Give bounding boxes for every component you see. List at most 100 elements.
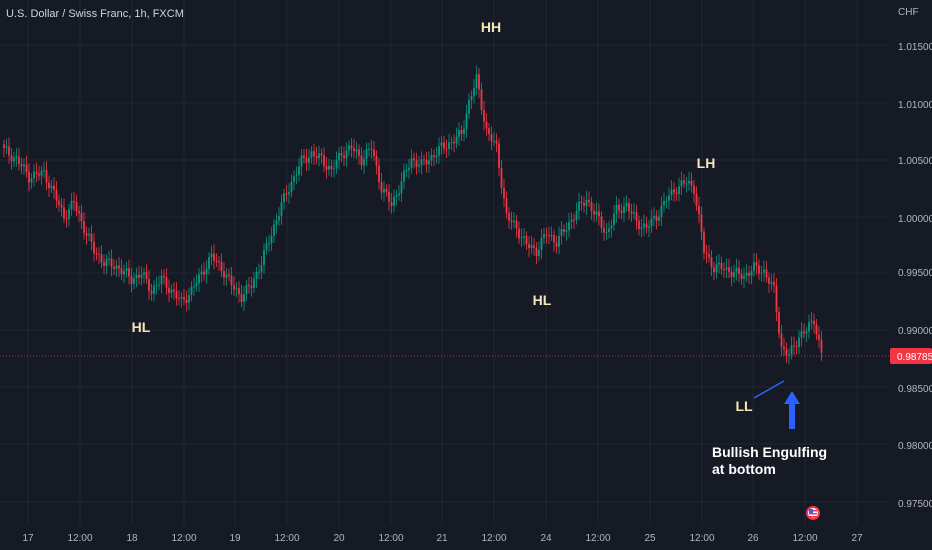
candle-bearish xyxy=(60,204,63,208)
candle-bullish xyxy=(308,157,310,163)
price-axis[interactable]: CHF 1.01500 1.01000 1.00500 1.00000 0.99… xyxy=(898,7,932,510)
candle-bearish xyxy=(165,277,168,288)
candle-bullish xyxy=(575,210,578,220)
candle-bearish xyxy=(593,210,595,215)
candle-bullish xyxy=(193,286,195,288)
candle-bearish xyxy=(413,158,415,161)
candle-bullish xyxy=(665,200,668,202)
candle-bullish xyxy=(438,146,440,156)
candle-bullish xyxy=(530,245,533,249)
candle-bearish xyxy=(370,148,373,150)
candle-bullish xyxy=(115,265,118,269)
flag-icon[interactable] xyxy=(806,506,820,520)
candle-bearish xyxy=(138,274,140,278)
candle-bearish xyxy=(795,346,798,348)
candle-bullish xyxy=(195,283,198,287)
label-lh[interactable]: LH xyxy=(697,155,716,171)
candle-bullish xyxy=(735,267,738,273)
candle-bullish xyxy=(680,180,683,187)
price-tick: 1.00000 xyxy=(898,214,932,225)
candle-bearish xyxy=(590,202,593,211)
candle-bearish xyxy=(673,189,675,193)
candle-bullish xyxy=(788,354,790,356)
candle-bearish xyxy=(505,198,508,214)
candle-bearish xyxy=(555,242,558,247)
candle-bullish xyxy=(355,149,358,152)
candle-bearish xyxy=(103,262,105,266)
label-hh[interactable]: HH xyxy=(481,19,501,35)
candle-bullish xyxy=(473,87,475,97)
candle-bearish xyxy=(695,193,698,206)
candle-bearish xyxy=(55,189,58,201)
candle-bearish xyxy=(545,234,548,236)
candle-bullish xyxy=(278,215,280,221)
candle-bearish xyxy=(150,290,153,294)
candle-bearish xyxy=(803,331,805,334)
candle-bearish xyxy=(360,155,363,166)
candle-bullish xyxy=(760,272,763,274)
candle-bearish xyxy=(163,275,165,278)
candle-bullish xyxy=(383,188,385,193)
up-arrow-icon[interactable] xyxy=(784,391,800,429)
candle-bearish xyxy=(250,285,253,288)
candle-bullish xyxy=(560,229,563,236)
candle-bearish xyxy=(63,207,65,219)
candle-bullish xyxy=(585,199,588,206)
time-tick: 12:00 xyxy=(689,533,714,544)
candle-bearish xyxy=(768,277,770,284)
price-tick: 0.99500 xyxy=(898,268,932,279)
candle-bullish xyxy=(725,267,728,270)
symbol-title[interactable]: U.S. Dollar / Swiss Franc, 1h, FXCM xyxy=(6,8,184,20)
time-tick: 24 xyxy=(540,533,552,544)
candle-bullish xyxy=(198,274,200,284)
candle-bearish xyxy=(380,182,383,193)
candle-bearish xyxy=(203,271,205,275)
candle-bullish xyxy=(300,155,303,167)
candle-bullish xyxy=(255,272,258,279)
candle-bearish xyxy=(120,268,123,275)
candle-bearish xyxy=(215,260,218,262)
candle-bullish xyxy=(688,180,690,184)
candle-bullish xyxy=(430,155,433,161)
candle-bearish xyxy=(510,220,513,222)
candle-bullish xyxy=(395,195,398,197)
candle-bullish xyxy=(715,264,718,273)
candle-bullish xyxy=(678,186,680,194)
candle-bearish xyxy=(83,221,85,234)
candle-bullish xyxy=(440,142,443,147)
candle-bullish xyxy=(283,193,285,203)
candle-bearish xyxy=(45,170,48,183)
label-hl-2[interactable]: HL xyxy=(533,292,552,308)
candle-bearish xyxy=(698,205,700,215)
time-axis[interactable]: 17 12:00 18 12:00 19 12:00 20 12:00 21 1… xyxy=(22,533,863,544)
candle-bearish xyxy=(390,201,393,206)
candle-bullish xyxy=(23,164,25,167)
time-tick: 12:00 xyxy=(792,533,817,544)
candle-bullish xyxy=(258,271,260,273)
candle-bullish xyxy=(235,288,238,290)
candle-bearish xyxy=(758,265,760,274)
note-text-line-1[interactable]: Bullish Engulfing xyxy=(712,444,827,460)
candle-bearish xyxy=(535,247,538,256)
label-hl-1[interactable]: HL xyxy=(132,319,151,335)
time-tick: 25 xyxy=(644,533,656,544)
candle-bearish xyxy=(628,203,630,212)
candle-bullish xyxy=(280,202,283,216)
price-tick: 0.98000 xyxy=(898,441,932,452)
candle-bearish xyxy=(495,140,498,144)
candle-bullish xyxy=(288,192,290,195)
candle-bearish xyxy=(20,164,23,167)
time-tick: 17 xyxy=(22,533,34,544)
candle-bearish xyxy=(38,173,40,176)
candle-bearish xyxy=(815,324,818,335)
candle-bearish xyxy=(738,267,740,275)
note-text-line-2[interactable]: at bottom xyxy=(712,461,776,477)
ll-connector-line[interactable] xyxy=(753,380,785,399)
candle-bullish xyxy=(770,281,773,284)
time-tick: 18 xyxy=(126,533,138,544)
candle-bearish xyxy=(90,233,93,242)
label-ll[interactable]: LL xyxy=(735,398,753,414)
candle-bullish xyxy=(750,271,753,276)
candle-bullish xyxy=(520,237,523,239)
